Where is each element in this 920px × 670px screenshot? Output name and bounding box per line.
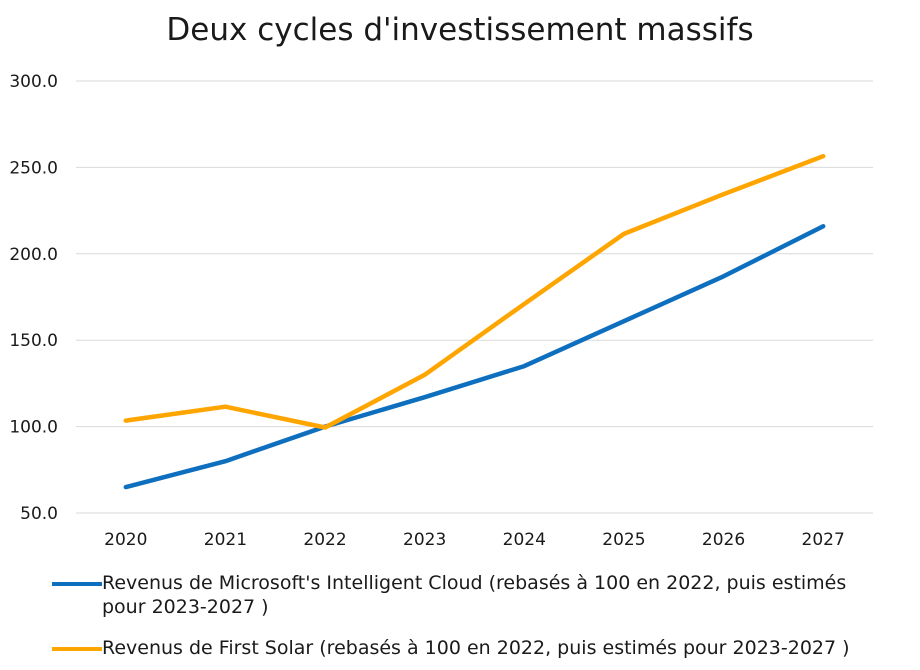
x-tick-label: 2022 bbox=[303, 530, 346, 550]
legend-item-microsoft: Revenus de Microsoft's Intelligent Cloud… bbox=[52, 571, 892, 621]
x-tick-label: 2020 bbox=[104, 530, 147, 550]
x-tick-label: 2025 bbox=[602, 530, 645, 550]
x-tick-label: 2023 bbox=[403, 530, 446, 550]
legend-swatch-microsoft bbox=[52, 582, 102, 586]
legend-swatch-first-solar bbox=[52, 647, 102, 651]
x-tick-label: 2027 bbox=[802, 530, 845, 550]
gridlines bbox=[76, 80, 873, 514]
y-axis-ticks: 50.0 100.0 150.0 200.0 250.0 300.0 bbox=[9, 72, 58, 524]
y-tick-label: 100.0 bbox=[9, 418, 58, 438]
x-tick-label: 2021 bbox=[204, 530, 247, 550]
legend-item-first-solar: Revenus de First Solar (rebasés à 100 en… bbox=[52, 636, 892, 662]
y-tick-label: 150.0 bbox=[9, 331, 58, 351]
series-line-microsoft bbox=[123, 223, 826, 490]
series-line-first-solar bbox=[123, 153, 826, 430]
x-tick-label: 2026 bbox=[702, 530, 745, 550]
chart-title: Deux cycles d'investissement massifs bbox=[166, 12, 754, 48]
x-axis-ticks: 2020 2021 2022 2023 2024 2025 2026 2027 bbox=[104, 530, 845, 550]
series-lines bbox=[123, 153, 826, 490]
legend-label-first-solar: Revenus de First Solar (rebasés à 100 en… bbox=[102, 637, 850, 659]
y-tick-label: 200.0 bbox=[9, 245, 58, 265]
y-tick-label: 250.0 bbox=[9, 158, 58, 178]
legend-label-microsoft: Revenus de Microsoft's Intelligent Cloud… bbox=[102, 572, 847, 618]
y-tick-label: 50.0 bbox=[20, 504, 58, 524]
x-tick-label: 2024 bbox=[503, 530, 546, 550]
y-tick-label: 300.0 bbox=[9, 72, 58, 92]
